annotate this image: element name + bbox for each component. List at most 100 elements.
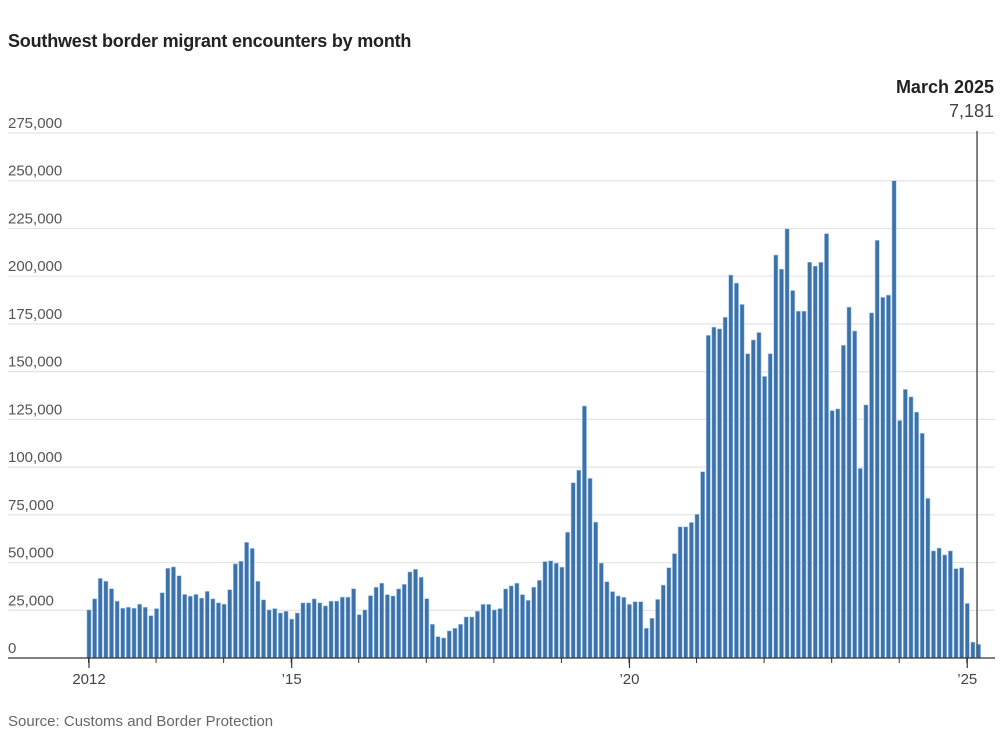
bar (311, 598, 317, 659)
bar (255, 580, 261, 659)
bar (869, 312, 874, 659)
bar (334, 600, 340, 659)
bar (232, 563, 238, 659)
bar (722, 316, 728, 659)
bar (593, 521, 599, 659)
bar (368, 595, 373, 659)
bar (463, 616, 469, 659)
bar (936, 547, 942, 659)
bar (931, 550, 936, 659)
x-tick-label: ’15 (282, 671, 302, 688)
bar (159, 592, 165, 659)
bar (621, 596, 627, 659)
bar (863, 404, 869, 659)
bar (598, 562, 604, 659)
bar (238, 560, 244, 659)
chart-title: Southwest border migrant encounters by m… (8, 31, 412, 51)
bar (677, 526, 683, 659)
bar (390, 595, 396, 659)
bar (362, 609, 368, 659)
bar (261, 599, 266, 659)
bar (728, 274, 734, 659)
bar (570, 482, 576, 659)
bar (396, 588, 402, 659)
bar (587, 478, 593, 659)
y-tick-label: 100,000 (8, 449, 62, 466)
y-tick-label: 50,000 (8, 545, 54, 562)
bar (126, 606, 131, 659)
bar (970, 641, 976, 659)
bar (176, 575, 182, 659)
bar (880, 297, 886, 659)
bar (700, 471, 706, 659)
bar (959, 567, 965, 659)
bar (401, 584, 407, 659)
bar (300, 602, 306, 659)
bar (514, 582, 520, 659)
bar (182, 594, 188, 659)
y-tick-label: 75,000 (8, 497, 54, 514)
bar (345, 596, 351, 659)
bar (784, 228, 790, 659)
bar (491, 609, 497, 659)
bar (536, 579, 542, 659)
bar (638, 601, 644, 659)
bar (339, 596, 345, 659)
bar (694, 513, 700, 659)
bar (294, 612, 300, 659)
bar (857, 468, 863, 659)
bar (576, 469, 582, 659)
bar (103, 580, 109, 659)
bar (407, 571, 413, 659)
bar (643, 627, 649, 659)
bar (795, 310, 801, 659)
bar (323, 605, 328, 659)
bar (767, 353, 773, 659)
bar (142, 606, 148, 659)
bar (841, 344, 846, 659)
bar (446, 630, 452, 659)
bar (424, 598, 430, 659)
bar (508, 585, 514, 659)
bar (897, 420, 903, 659)
bar (193, 594, 199, 659)
x-tick-label: ’25 (957, 671, 977, 688)
bar (373, 586, 379, 659)
bar (114, 600, 120, 659)
y-tick-label: 25,000 (8, 592, 54, 609)
bar (582, 405, 587, 659)
bar (525, 600, 531, 659)
bar (925, 498, 931, 659)
bar (908, 396, 914, 659)
y-tick-label: 150,000 (8, 354, 62, 371)
bar (874, 239, 880, 659)
y-tick-label: 125,000 (8, 401, 62, 418)
bar (852, 330, 858, 659)
bar (356, 614, 362, 659)
bar (328, 600, 334, 659)
bar (154, 608, 159, 659)
y-tick-label: 275,000 (8, 115, 62, 132)
bar (672, 553, 677, 659)
bar (92, 598, 98, 659)
bar (458, 623, 463, 659)
bar (351, 588, 357, 659)
bar (604, 581, 610, 659)
bar (542, 561, 548, 659)
bar (829, 410, 835, 659)
bar (779, 268, 784, 659)
bar (565, 531, 570, 659)
bar (452, 627, 458, 659)
bar (469, 616, 475, 659)
y-tick-label: 0 (8, 640, 16, 657)
bar (210, 598, 216, 659)
bar (187, 595, 193, 659)
bar (615, 595, 621, 659)
bar (244, 542, 250, 659)
bar (306, 602, 311, 659)
bar (689, 522, 694, 659)
bar (384, 594, 390, 659)
bar (739, 304, 745, 659)
bar (627, 604, 632, 659)
